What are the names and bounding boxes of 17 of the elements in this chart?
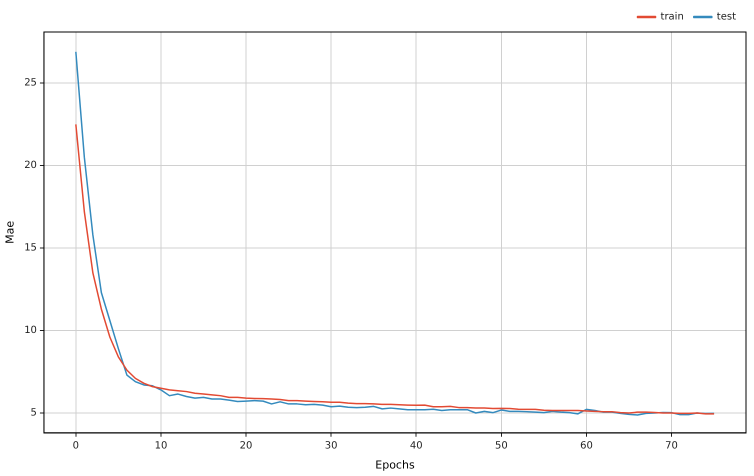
y-axis-title: Mae (3, 220, 16, 244)
x-tick-label: 60 (580, 440, 593, 452)
x-tick-label: 30 (324, 440, 338, 452)
x-tick-label: 10 (154, 440, 168, 452)
x-axis-title: Epochs (375, 458, 415, 472)
x-tick-label: 50 (494, 440, 508, 452)
y-tick-label: 15 (24, 242, 37, 254)
x-tick-label: 0 (72, 440, 80, 452)
y-tick-label: 25 (24, 78, 37, 89)
x-tick-label: 70 (665, 440, 678, 452)
y-tick-label: 5 (30, 408, 37, 419)
legend-label: test (716, 12, 736, 23)
y-tick-label: 10 (24, 325, 37, 336)
y-tick-label: 20 (24, 160, 37, 172)
x-tick-label: 20 (240, 440, 252, 452)
x-tick-label: 40 (410, 440, 423, 452)
legend-label: train (660, 12, 684, 23)
